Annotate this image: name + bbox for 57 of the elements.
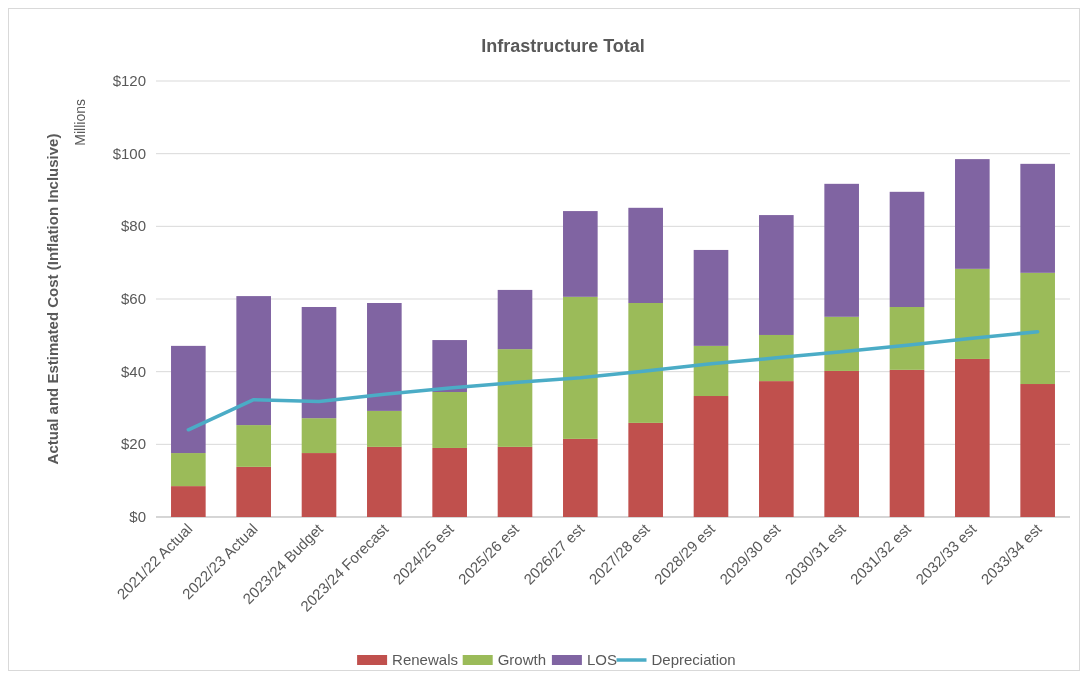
legend-label: LOS	[586, 651, 617, 668]
bar	[367, 410, 402, 447]
y-tick-label: $100	[112, 144, 146, 162]
bar	[889, 369, 925, 517]
legend-label: Growth	[497, 651, 547, 668]
chart-title: Infrastructure Total	[481, 36, 645, 56]
bar	[432, 340, 467, 393]
y-tick-label: $20	[120, 435, 146, 453]
bar	[693, 396, 729, 517]
bar	[759, 215, 794, 335]
bar	[301, 306, 337, 419]
bar	[759, 334, 794, 382]
bar	[432, 392, 467, 448]
bar	[1020, 272, 1055, 385]
bar	[824, 183, 859, 317]
bar	[367, 446, 402, 517]
bar	[367, 303, 402, 411]
bar	[563, 296, 598, 439]
y-tick-label: $40	[120, 362, 146, 380]
bar	[693, 345, 729, 397]
bar	[236, 296, 271, 426]
bar	[301, 418, 337, 454]
legend-label: Depreciation	[651, 651, 736, 668]
bar	[955, 159, 990, 269]
y-tick-label: $0	[129, 508, 146, 525]
bar	[628, 303, 663, 423]
bar	[171, 486, 206, 517]
bar	[889, 306, 925, 370]
bar	[759, 381, 794, 517]
bar	[171, 345, 206, 454]
y-axis-title: Actual and Estimated Cost (Inflation Inclusive)	[44, 133, 61, 465]
bar	[628, 422, 663, 517]
bar	[824, 316, 859, 371]
bar	[563, 211, 598, 297]
bar	[824, 370, 859, 517]
text: Millions	[72, 99, 88, 146]
bar	[301, 453, 337, 517]
bar	[563, 438, 598, 517]
y-tick-label: $60	[120, 290, 146, 307]
bar	[889, 191, 925, 307]
line-series	[186, 329, 1040, 432]
bar	[497, 349, 533, 447]
bar	[497, 446, 533, 517]
bar	[693, 249, 729, 346]
legend-label: Renewals	[392, 651, 458, 668]
bar	[497, 289, 533, 350]
y-tick-label: $80	[120, 217, 146, 235]
bar	[955, 268, 990, 359]
bar	[955, 358, 990, 517]
bar	[1020, 163, 1055, 273]
bar	[1020, 384, 1055, 517]
y-tick-label: $120	[112, 72, 146, 89]
bar	[432, 447, 467, 517]
bar	[628, 207, 663, 303]
bar	[171, 453, 206, 487]
bar	[236, 425, 271, 467]
bar	[236, 466, 271, 517]
